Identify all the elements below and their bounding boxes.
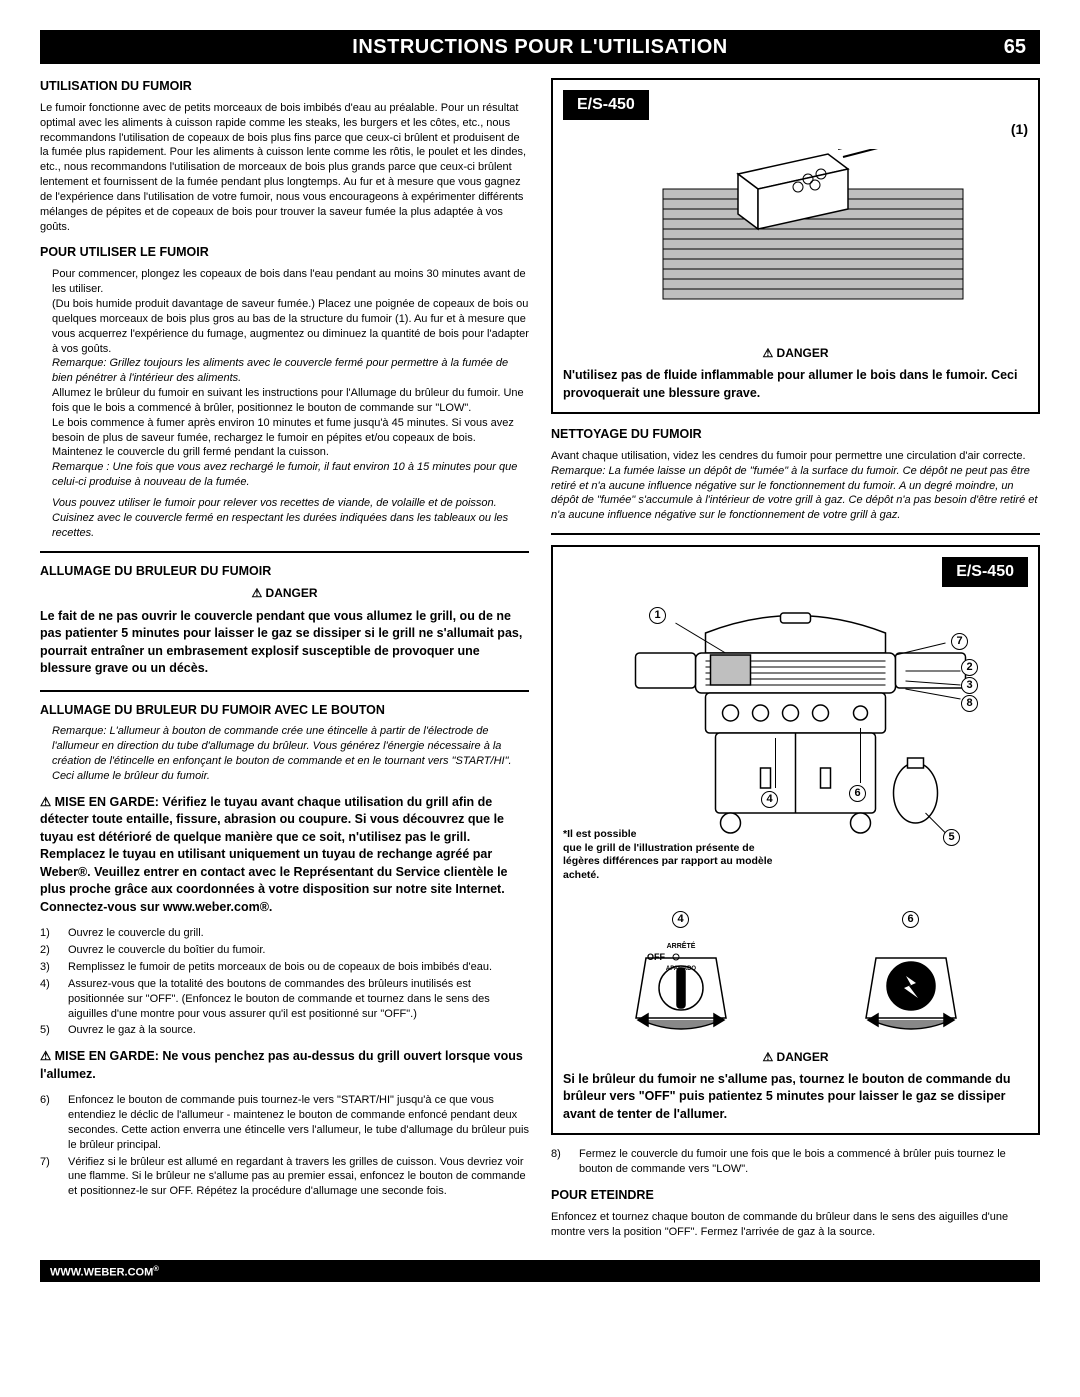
footer-bar: Www.Weber.com <box>40 1260 1040 1283</box>
nettoyage-p1: Avant chaque utilisation, videz les cend… <box>551 449 1040 464</box>
step-5: Ouvrez le gaz à la source. <box>68 1023 196 1038</box>
step-1: Ouvrez le couvercle du grill. <box>68 926 204 941</box>
heading-utilisation: UTILISATION DU FUMOIR <box>40 78 529 95</box>
para-intro: Le fumoir fonctionne avec de petits morc… <box>40 101 529 235</box>
callout-5: 5 <box>943 829 960 846</box>
step-6: Enfoncez le bouton de commande puis tour… <box>68 1093 529 1152</box>
danger-text-box1: N'utilisez pas de fluide inflammable pou… <box>563 367 1028 402</box>
danger-label-box2: ⚠ DANGER <box>563 1049 1028 1065</box>
para-2b: (Du bois humide produit davantage de sav… <box>52 297 529 356</box>
heading-pour-utiliser: POUR UTILISER LE FUMOIR <box>40 244 529 261</box>
svg-text:ARRÊTÉ: ARRÊTÉ <box>666 941 695 950</box>
step-2: Ouvrez le couvercle du boîtier du fumoir… <box>68 943 265 958</box>
callout-2: 2 <box>961 659 978 676</box>
warning-pencher: ⚠ MISE EN GARDE: Ne vous penchez pas au-… <box>40 1048 529 1083</box>
knob-row: 4 ARRÊTÉ OFF <box>563 911 1028 1043</box>
diagram-box-1: E/S-450 (1) <box>551 78 1040 414</box>
grate-diagram <box>563 139 1028 339</box>
nettoyage-note: Remarque: La fumée laisse un dépôt de "f… <box>551 464 1040 523</box>
model-badge-2: E/S-450 <box>942 557 1028 587</box>
step-8-list: 8)Fermez le couvercle du fumoir une fois… <box>551 1147 1040 1177</box>
callout-1-label: (1) <box>1011 120 1028 139</box>
eteindre-para: Enfoncez et tournez chaque bouton de com… <box>551 1210 1040 1240</box>
callout-1: 1 <box>649 607 666 624</box>
danger-label-1: ⚠ DANGER <box>40 585 529 601</box>
danger-text-1: Le fait de ne pas ouvrir le couvercle pe… <box>40 608 529 678</box>
note-2c: Remarque: Grillez toujours les aliments … <box>52 356 529 386</box>
diagram-footnote: *Il est possible que le grill de l'illus… <box>563 828 773 883</box>
callout-7: 7 <box>951 633 968 650</box>
para-2d: Allumez le brûleur du fumoir en suivant … <box>52 386 529 416</box>
page-number: 65 <box>1004 36 1026 59</box>
heading-nettoyage: NETTOYAGE DU FUMOIR <box>551 426 1040 443</box>
knob-off-svg: ARRÊTÉ OFF APAGADO <box>626 928 736 1038</box>
danger-text-box2: Si le brûleur du fumoir ne s'allume pas,… <box>563 1071 1028 1124</box>
left-column: UTILISATION DU FUMOIR Le fumoir fonction… <box>40 78 529 1240</box>
footer-url: Www.Weber.com <box>50 1266 159 1278</box>
heading-allumage: ALLUMAGE DU BRULEUR DU FUMOIR <box>40 563 529 580</box>
step-3: Remplissez le fumoir de petits morceaux … <box>68 960 492 975</box>
step-4: Assurez-vous que la totalité des boutons… <box>68 977 529 1022</box>
right-column: E/S-450 (1) <box>551 78 1040 1240</box>
grate-svg <box>643 149 983 329</box>
step-7: Vérifiez si le brûleur est allumé en reg… <box>68 1155 529 1200</box>
svg-text:APAGADO: APAGADO <box>665 966 696 972</box>
heading-eteindre: POUR ETEINDRE <box>551 1187 1040 1204</box>
diagram-box-2: E/S-450 <box>551 545 1040 1135</box>
svg-text:OFF: OFF <box>647 952 665 962</box>
knob-callout-4: 4 <box>672 911 689 928</box>
model-badge-1: E/S-450 <box>563 90 649 120</box>
danger-label-box1: ⚠ DANGER <box>563 345 1028 361</box>
heading-allumage-bouton: ALLUMAGE DU BRULEUR DU FUMOIR AVEC LE BO… <box>40 702 529 719</box>
warning-tuyau: ⚠ MISE EN GARDE: Vérifiez le tuyau avant… <box>40 794 529 917</box>
callout-6: 6 <box>849 785 866 802</box>
para-2a: Pour commencer, plongez les copeaux de b… <box>52 267 529 297</box>
knob-callout-6: 6 <box>902 911 919 928</box>
note-2f: Remarque : Une fois que vous avez rechar… <box>52 460 529 490</box>
grill-diagram: 1 7 2 3 8 4 6 5 *Il est possible que le … <box>563 593 1028 903</box>
step-8: Fermez le couvercle du fumoir une fois q… <box>579 1147 1040 1177</box>
callout-4: 4 <box>761 791 778 808</box>
callout-8: 8 <box>961 695 978 712</box>
note-allumeur: Remarque: L'allumeur à bouton de command… <box>40 724 529 783</box>
page-header: INSTRUCTIONS POUR L'UTILISATION 65 <box>40 30 1040 64</box>
note-2g: Vous pouvez utiliser le fumoir pour rele… <box>52 496 529 541</box>
steps-list-1: 1)Ouvrez le couvercle du grill. 2)Ouvrez… <box>40 926 529 1038</box>
callout-3: 3 <box>961 677 978 694</box>
header-title: INSTRUCTIONS POUR L'UTILISATION <box>352 36 727 59</box>
para-2e: Le bois commence à fumer après environ 1… <box>52 416 529 461</box>
knob-ignite-svg <box>856 928 966 1038</box>
steps-list-2: 6)Enfoncez le bouton de commande puis to… <box>40 1093 529 1199</box>
